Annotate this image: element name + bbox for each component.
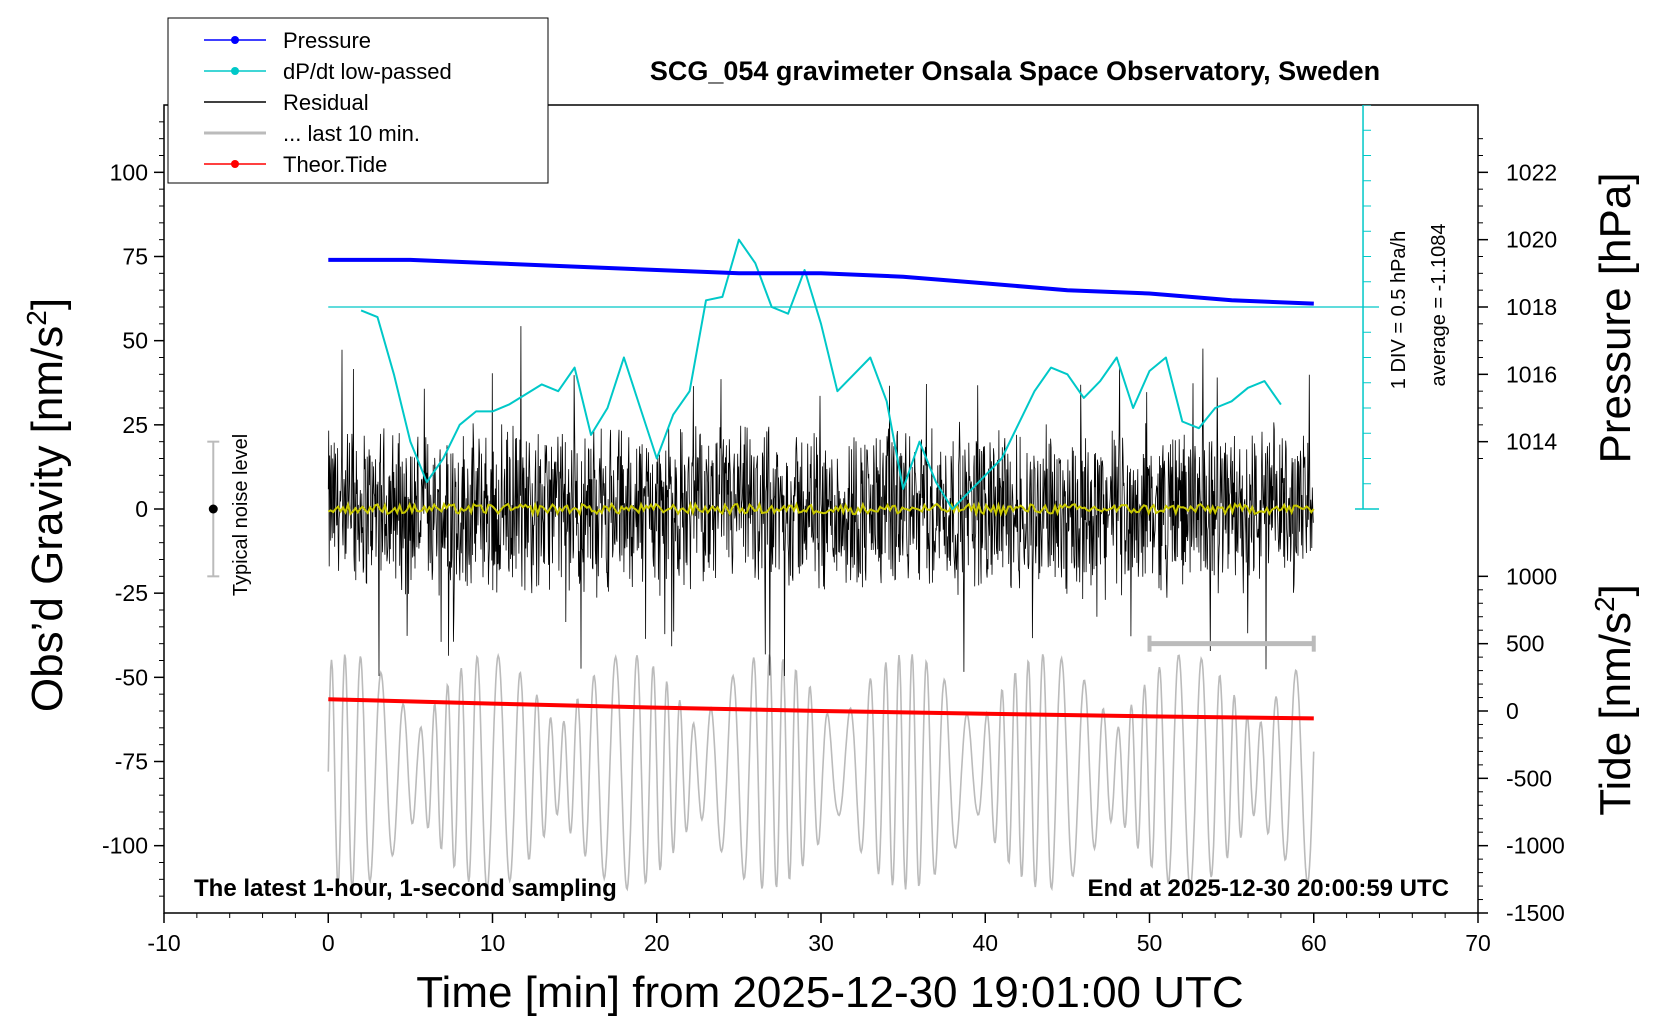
x-tick-label: 0 bbox=[322, 930, 335, 956]
last10-series-line bbox=[327, 652, 1315, 892]
legend-marker bbox=[231, 160, 239, 168]
dpdt-div-label: 1 DIV = 0.5 hPa/h bbox=[1388, 231, 1410, 389]
x-axis-title: Time [min] from 2025-12-30 19:01:00 UTC bbox=[416, 968, 1243, 1017]
legend-marker bbox=[231, 67, 239, 75]
y-axis-title-left-sup: 2 bbox=[21, 310, 52, 326]
x-tick-label: 40 bbox=[972, 930, 998, 956]
pressure-series-line bbox=[328, 257, 1314, 306]
y-axis-title-tide-main: Tide [nm/s bbox=[1591, 612, 1640, 816]
tide-tick-label: -1500 bbox=[1506, 900, 1565, 926]
tide-tick-label: 1000 bbox=[1506, 563, 1557, 589]
pressure-tick-label: 1020 bbox=[1506, 227, 1557, 253]
legend-marker bbox=[231, 36, 239, 44]
x-tick-label: 60 bbox=[1301, 930, 1327, 956]
tide-series-line bbox=[328, 697, 1314, 721]
y-axis-title-left-end: ] bbox=[23, 298, 72, 310]
dpdt-average-label: average = -1.1084 bbox=[1428, 224, 1450, 387]
y-tick-label: 75 bbox=[122, 244, 148, 270]
noise-level-label: Typical noise level bbox=[230, 434, 252, 596]
legend-label: dP/dt low-passed bbox=[283, 59, 452, 84]
y-tick-label: -100 bbox=[102, 833, 148, 859]
y-tick-label: 0 bbox=[135, 496, 148, 522]
y-tick-label: 100 bbox=[110, 159, 148, 185]
y-tick-label: -25 bbox=[115, 580, 148, 606]
y-axis-title-tide-sup: 2 bbox=[1589, 596, 1620, 612]
x-tick-label: 10 bbox=[480, 930, 506, 956]
pressure-tick-label: 1016 bbox=[1506, 361, 1557, 387]
y-axis-title-pressure: Pressure [hPa] bbox=[1591, 172, 1640, 463]
legend-label: Residual bbox=[283, 90, 369, 115]
tide-tick-label: 0 bbox=[1506, 698, 1519, 724]
legend-label: ... last 10 min. bbox=[283, 121, 420, 146]
tide-tick-label: -1000 bbox=[1506, 833, 1565, 859]
legend-box bbox=[167, 17, 549, 184]
y-axis-title-tide-end: ] bbox=[1591, 584, 1640, 596]
x-tick-label: 30 bbox=[808, 930, 834, 956]
footer-right: End at 2025-12-30 20:00:59 UTC bbox=[1088, 875, 1450, 902]
y-tick-label: -75 bbox=[115, 749, 148, 775]
y-tick-label: 50 bbox=[122, 328, 148, 354]
tide-tick-label: -500 bbox=[1506, 765, 1552, 791]
footer-left: The latest 1-hour, 1-second sampling bbox=[194, 875, 617, 902]
x-tick-label: 70 bbox=[1465, 930, 1491, 956]
chart-title: SCG_054 gravimeter Onsala Space Observat… bbox=[650, 56, 1380, 86]
y-axis-title-left: Obs’d Gravity [nm/s2] bbox=[21, 298, 72, 712]
pressure-tick-label: 1014 bbox=[1506, 429, 1557, 455]
y-tick-label: -50 bbox=[115, 664, 148, 690]
legend-label: Pressure bbox=[283, 28, 371, 53]
tide-tick-label: 500 bbox=[1506, 631, 1544, 657]
residual-smoothed-line bbox=[327, 500, 1315, 518]
x-tick-label: -10 bbox=[147, 930, 180, 956]
legend: Pressure dP/dt low-passed Residual ... last… bbox=[167, 17, 549, 184]
pressure-tick-label: 1022 bbox=[1506, 159, 1557, 185]
series-layer bbox=[207, 105, 1380, 892]
y-tick-label: 25 bbox=[122, 412, 148, 438]
pressure-tick-label: 1018 bbox=[1506, 294, 1557, 320]
dpdt-series-line bbox=[360, 238, 1282, 510]
residual-series-line bbox=[327, 326, 1314, 677]
y-axis-title-tide: Tide [nm/s2] bbox=[1589, 584, 1640, 816]
axis-layer: -10 0 10 20 30 40 50 60 701007550250-25-50-75-10… bbox=[102, 121, 1565, 956]
x-tick-label: 20 bbox=[644, 930, 670, 956]
y-axis-title-left-main: Obs’d Gravity [nm/s bbox=[23, 326, 72, 712]
noise-center-dot bbox=[208, 504, 218, 514]
legend-label: Theor.Tide bbox=[283, 152, 387, 177]
x-tick-label: 50 bbox=[1137, 930, 1163, 956]
